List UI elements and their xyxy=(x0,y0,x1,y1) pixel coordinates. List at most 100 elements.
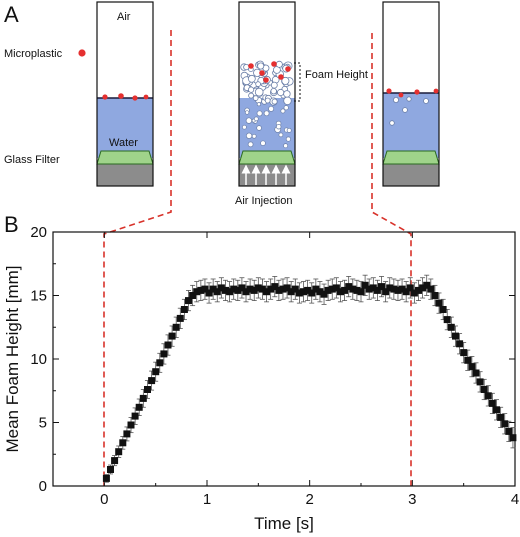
microplastic-label: Microplastic xyxy=(4,48,63,60)
data-point xyxy=(349,285,357,293)
data-point xyxy=(328,285,336,293)
tube-2-wall xyxy=(238,1,296,187)
data-point xyxy=(476,378,484,386)
data-point xyxy=(427,285,435,293)
data-point xyxy=(148,377,156,385)
data-point xyxy=(357,288,365,296)
water-bubble xyxy=(283,143,289,149)
data-point xyxy=(291,285,299,293)
air-label: Air xyxy=(117,11,131,23)
tube-initial: Air Water Microplastic Glass Filter xyxy=(4,1,154,187)
x-tick-label: 0 xyxy=(100,491,108,508)
foam-height-bracket xyxy=(294,62,301,102)
data-point xyxy=(258,285,266,293)
data-point xyxy=(230,285,238,293)
panel-label-a: A xyxy=(4,2,19,27)
data-point xyxy=(107,466,114,473)
foam-bubble xyxy=(271,98,278,105)
bubble xyxy=(406,96,412,102)
data-point xyxy=(185,297,192,305)
data-point xyxy=(378,283,385,291)
data-point xyxy=(222,286,229,294)
data-point xyxy=(501,420,509,428)
data-point xyxy=(111,457,119,465)
tube-2-filter xyxy=(238,150,296,165)
foam-bubbles xyxy=(240,60,294,149)
tube-3-base xyxy=(383,164,439,186)
microplastic-particle xyxy=(248,63,254,69)
data-point xyxy=(373,286,381,294)
data-point xyxy=(415,286,422,294)
data-point xyxy=(361,281,369,289)
data-point xyxy=(209,285,217,293)
data-point xyxy=(443,316,451,324)
data-point xyxy=(254,284,262,292)
data-point xyxy=(144,386,151,393)
data-point xyxy=(365,285,373,293)
data-point xyxy=(300,288,307,296)
data-point xyxy=(226,288,234,296)
x-tick-label: 2 xyxy=(305,491,313,508)
data-point xyxy=(123,430,131,438)
data-point xyxy=(435,299,443,307)
data-point xyxy=(283,284,291,292)
panel-label-b: B xyxy=(4,212,19,237)
data-point xyxy=(456,340,464,348)
surface-microplastics xyxy=(386,88,439,98)
foam-bubble xyxy=(252,95,259,101)
data-point xyxy=(267,285,275,293)
foam-bubble xyxy=(254,87,264,97)
foam-bubble xyxy=(264,97,271,104)
data-point xyxy=(332,284,340,292)
foam-bubble xyxy=(248,92,255,99)
data-point xyxy=(497,413,505,421)
data-point xyxy=(341,286,349,294)
data-point xyxy=(180,306,188,313)
data-point xyxy=(250,286,258,294)
data-point xyxy=(156,359,164,367)
water-bubble xyxy=(268,105,275,112)
microplastic-particle xyxy=(143,94,149,100)
data-point xyxy=(238,284,246,292)
data-point xyxy=(308,289,316,297)
plot-frame xyxy=(52,231,516,487)
tube-1-water xyxy=(97,98,153,158)
foam-bubble xyxy=(270,81,278,89)
data-point xyxy=(201,285,209,293)
guide-lines xyxy=(103,30,412,486)
data-point xyxy=(205,289,213,297)
microplastic-particle xyxy=(263,77,269,83)
water-bubble xyxy=(276,124,282,130)
tube-3-wall xyxy=(382,1,440,187)
air-injection-label: Air Injection xyxy=(235,195,292,207)
data-point xyxy=(217,284,225,292)
water-bubble xyxy=(245,132,253,139)
x-tick-label: 3 xyxy=(408,491,416,508)
water-bubble xyxy=(263,110,270,117)
data-point xyxy=(263,288,270,296)
tube-final xyxy=(382,1,440,187)
guide-line-start xyxy=(103,30,172,486)
bubble xyxy=(389,120,395,126)
data-point xyxy=(139,394,147,402)
microplastic-particle xyxy=(433,88,439,94)
remaining-bubbles xyxy=(389,96,429,126)
data-point xyxy=(382,288,390,296)
microplastic-particles xyxy=(102,93,149,101)
data-point xyxy=(275,286,283,294)
data-point xyxy=(320,290,328,298)
microplastic-particle xyxy=(386,88,392,94)
data-point xyxy=(484,392,492,400)
water-bubble xyxy=(256,102,261,107)
data-point xyxy=(505,427,513,435)
data-point xyxy=(353,286,361,294)
bubble xyxy=(392,97,399,104)
data-point xyxy=(402,288,410,296)
x-tick-label: 4 xyxy=(511,491,519,508)
data-point xyxy=(369,284,377,292)
water-bubble xyxy=(286,127,292,133)
data-point xyxy=(119,439,127,447)
microplastic-particle xyxy=(414,89,420,95)
water-bubble xyxy=(253,116,259,122)
data-point xyxy=(493,406,500,414)
